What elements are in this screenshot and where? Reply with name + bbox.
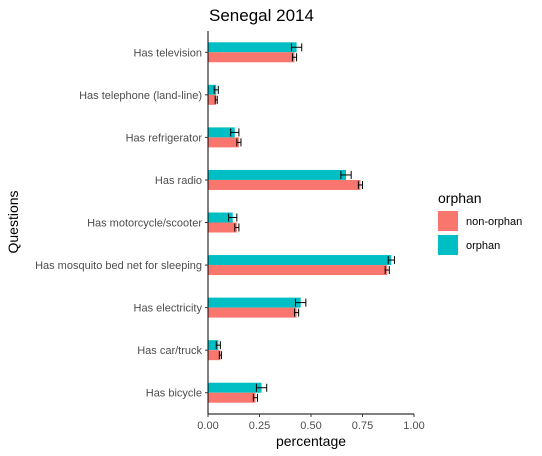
error-bar-non-orphan-5 — [384, 266, 390, 275]
chart-title: Senegal 2014 — [209, 6, 314, 25]
error-bar-orphan-0 — [290, 43, 303, 52]
x-tick-label: 0.00 — [197, 420, 218, 432]
plot-area — [208, 42, 395, 403]
bar-orphan-8 — [208, 382, 262, 393]
bar-orphan-1 — [208, 84, 217, 95]
bar-orphan-3 — [208, 169, 347, 180]
legend: orphan non-orphan orphan — [438, 190, 522, 255]
y-tick-label: Has car/truck — [137, 345, 202, 357]
error-bar-non-orphan-2 — [236, 138, 242, 147]
y-tick-label: Has motorcycle/scooter — [87, 218, 202, 230]
bar-orphan-7 — [208, 340, 219, 351]
error-bar-orphan-8 — [255, 383, 268, 392]
error-bar-non-orphan-8 — [252, 393, 258, 402]
y-tick-label: Has television — [134, 47, 202, 59]
bar-non-orphan-6 — [208, 307, 297, 318]
error-bar-non-orphan-7 — [218, 351, 222, 360]
bar-non-orphan-0 — [208, 52, 295, 63]
error-bar-orphan-4 — [228, 213, 238, 222]
error-bar-non-orphan-4 — [234, 223, 240, 232]
x-axis-ticks: 0.00 0.25 0.50 0.75 1.00 — [197, 414, 425, 432]
y-tick-label: Has mosquito bed net for sleeping — [35, 260, 202, 272]
legend-key-non-orphan — [438, 211, 458, 231]
y-tick-label: Has telephone (land-line) — [79, 90, 202, 102]
x-tick-label: 0.50 — [300, 420, 321, 432]
bar-non-orphan-5 — [208, 265, 388, 276]
y-tick-label: Has refrigerator — [126, 132, 203, 144]
error-bar-non-orphan-3 — [357, 180, 363, 189]
y-tick-label: Has radio — [155, 175, 202, 187]
y-axis-title: Questions — [5, 190, 21, 253]
bar-non-orphan-1 — [208, 94, 217, 105]
legend-label-non-orphan: non-orphan — [466, 216, 522, 228]
bar-non-orphan-8 — [208, 392, 256, 403]
error-bar-non-orphan-6 — [294, 308, 300, 317]
legend-label-orphan: orphan — [466, 240, 500, 252]
error-bar-orphan-6 — [295, 298, 307, 307]
bar-orphan-0 — [208, 42, 297, 53]
x-tick-label: 1.00 — [403, 420, 424, 432]
error-bar-orphan-7 — [215, 341, 221, 350]
error-bar-non-orphan-1 — [214, 95, 218, 104]
x-tick-label: 0.75 — [352, 420, 373, 432]
bar-non-orphan-4 — [208, 222, 237, 233]
bar-non-orphan-3 — [208, 179, 361, 190]
y-tick-label: Has bicycle — [146, 388, 202, 400]
bar-orphan-4 — [208, 212, 233, 223]
error-bar-orphan-3 — [340, 170, 352, 179]
x-tick-label: 0.25 — [249, 420, 270, 432]
bar-orphan-6 — [208, 297, 301, 308]
error-bar-orphan-2 — [230, 128, 240, 137]
y-tick-label: Has electricity — [134, 303, 203, 315]
legend-title: orphan — [438, 190, 482, 206]
bar-orphan-2 — [208, 127, 235, 138]
bar-non-orphan-7 — [208, 350, 221, 361]
error-bar-orphan-1 — [213, 85, 219, 94]
bar-orphan-5 — [208, 255, 392, 266]
x-axis-title: percentage — [276, 433, 346, 449]
error-bar-non-orphan-0 — [291, 53, 298, 62]
y-axis-ticks: Has television Has telephone (land-line) H… — [35, 47, 208, 400]
error-bar-orphan-5 — [387, 256, 395, 265]
bar-non-orphan-2 — [208, 137, 239, 148]
legend-key-orphan — [438, 235, 458, 255]
